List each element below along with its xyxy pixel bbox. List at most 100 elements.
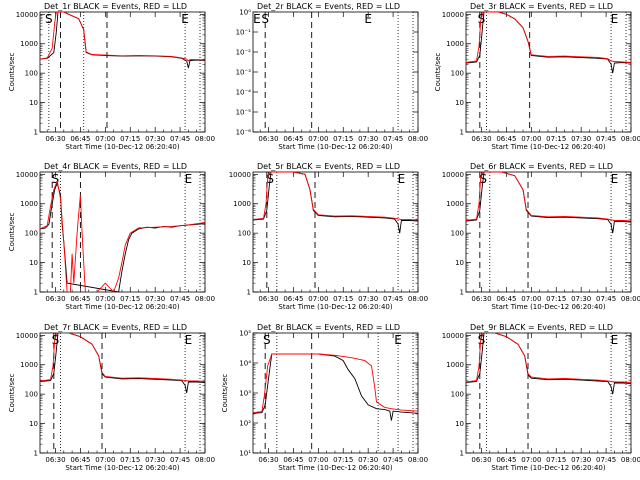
lld-series-line bbox=[466, 12, 631, 63]
panel-title: Det_7r BLACK = Events, RED = LLD bbox=[44, 323, 187, 332]
marker-s: S bbox=[263, 333, 271, 347]
x-tick-label: 06:30 bbox=[45, 135, 65, 143]
marker-e: E bbox=[611, 333, 619, 347]
marker-e: E bbox=[398, 172, 406, 186]
x-tick-label: 07:30 bbox=[571, 295, 591, 303]
x-tick-label: 08:00 bbox=[621, 456, 640, 464]
x-tick-label: 07:45 bbox=[383, 456, 403, 464]
x-tick-label: 07:15 bbox=[333, 135, 353, 143]
x-tick-label: 08:00 bbox=[195, 295, 215, 303]
x-axis-label: Start Time (10-Dec-12 06:20:40) bbox=[278, 303, 392, 311]
x-tick-label: 07:15 bbox=[546, 135, 566, 143]
y-tick-label: 10⁵ bbox=[239, 330, 251, 338]
lld-series-line bbox=[40, 333, 205, 382]
panel-title: Det_1r BLACK = Events, RED = LLD bbox=[44, 2, 187, 11]
y-tick-label: 10000 bbox=[16, 171, 38, 179]
x-tick-label: 07:15 bbox=[546, 456, 566, 464]
y-tick-label: 10⁻⁵ bbox=[236, 109, 252, 117]
x-tick-label: 06:30 bbox=[258, 456, 278, 464]
x-tick-label: 08:00 bbox=[621, 135, 640, 143]
x-axis-label: Start Time (10-Dec-12 06:20:40) bbox=[491, 464, 605, 472]
panel-det6: Det_6r BLACK = Events, RED = LLD 06:30 06:… bbox=[442, 162, 640, 311]
x-tick-label: 06:30 bbox=[45, 456, 65, 464]
panel-title: Det_4r BLACK = Events, RED = LLD bbox=[44, 162, 187, 171]
y-tick-label: 10⁴ bbox=[239, 360, 251, 368]
marker-s: S bbox=[261, 12, 269, 26]
x-tick-label: 07:45 bbox=[596, 135, 616, 143]
panel-title: Det_9r BLACK = Events, RED = LLD bbox=[470, 323, 613, 332]
plot-frame bbox=[252, 11, 419, 133]
panel-det5: Det_5r BLACK = Events, RED = LLD 06:30 06:… bbox=[229, 162, 428, 311]
x-axis-label: Start Time (10-Dec-12 06:20:40) bbox=[65, 464, 179, 472]
y-tick-label: 10 bbox=[455, 259, 464, 267]
plot-frame bbox=[39, 332, 206, 454]
y-tick-label: 100 bbox=[25, 70, 38, 78]
x-axis-label: Start Time (10-Dec-12 06:20:40) bbox=[65, 143, 179, 151]
x-tick-label: 08:00 bbox=[195, 135, 215, 143]
x-tick-label: 07:45 bbox=[596, 295, 616, 303]
y-tick-label: 10 bbox=[455, 99, 464, 107]
plot-frame bbox=[465, 171, 632, 293]
events-series-line bbox=[466, 333, 631, 395]
marker-e: E bbox=[185, 333, 193, 347]
x-tick-label: 06:45 bbox=[283, 135, 303, 143]
panel-title: Det_8r BLACK = Events, RED = LLD bbox=[257, 323, 400, 332]
y-tick-label: 10000 bbox=[229, 171, 251, 179]
x-tick-label: 08:00 bbox=[621, 295, 640, 303]
y-tick-label: 10⁻⁴ bbox=[236, 89, 252, 97]
x-tick-label: 07:00 bbox=[95, 135, 115, 143]
y-tick-label: 1 bbox=[460, 129, 464, 137]
y-tick-label: 1000 bbox=[446, 200, 464, 208]
y-tick-label: 10000 bbox=[442, 11, 464, 19]
y-axis-label: Counts/sec bbox=[221, 374, 229, 413]
x-tick-label: 07:15 bbox=[120, 295, 140, 303]
x-tick-label: 07:00 bbox=[521, 295, 541, 303]
x-tick-label: 07:15 bbox=[120, 135, 140, 143]
y-tick-label: 10² bbox=[239, 420, 251, 428]
y-tick-label: 1000 bbox=[233, 200, 251, 208]
y-tick-label: 100 bbox=[451, 230, 464, 238]
x-tick-label: 08:00 bbox=[408, 295, 428, 303]
x-tick-label: 08:00 bbox=[408, 135, 428, 143]
x-axis-label: Start Time (10-Dec-12 06:20:40) bbox=[491, 303, 605, 311]
x-tick-label: 07:30 bbox=[145, 456, 165, 464]
x-tick-label: 07:00 bbox=[95, 295, 115, 303]
panel-det9: Det_9r BLACK = Events, RED = LLD 06:30 06:… bbox=[442, 323, 640, 472]
marker-s: S bbox=[52, 172, 60, 186]
x-tick-label: 06:45 bbox=[283, 295, 303, 303]
x-tick-label: 06:45 bbox=[283, 456, 303, 464]
plot-frame bbox=[252, 171, 419, 293]
x-tick-label: 07:00 bbox=[308, 456, 328, 464]
y-tick-label: 100 bbox=[25, 391, 38, 399]
y-tick-label: 1 bbox=[34, 129, 38, 137]
events-series-line bbox=[253, 353, 418, 421]
events-series-line bbox=[40, 181, 205, 292]
x-tick-label: 06:30 bbox=[258, 295, 278, 303]
x-tick-label: 07:45 bbox=[170, 456, 190, 464]
x-tick-label: 06:45 bbox=[70, 456, 90, 464]
y-axis-label: Counts/sec bbox=[434, 53, 442, 92]
y-tick-label: 10000 bbox=[442, 332, 464, 340]
y-tick-label: 1 bbox=[460, 289, 464, 297]
y-tick-label: 1000 bbox=[20, 40, 38, 48]
marker-s: S bbox=[52, 333, 60, 347]
x-tick-label: 07:15 bbox=[333, 456, 353, 464]
panel-det1: Det_1r BLACK = Events, RED = LLD 06:30 06:… bbox=[8, 2, 215, 151]
lld-series-line bbox=[466, 172, 631, 222]
x-tick-label: 07:30 bbox=[358, 295, 378, 303]
lld-series-line bbox=[466, 333, 631, 383]
y-axis-label: Counts/sec bbox=[8, 53, 16, 92]
events-series-line bbox=[466, 12, 631, 74]
x-tick-label: 07:00 bbox=[308, 135, 328, 143]
y-tick-label: 10 bbox=[29, 259, 38, 267]
marker-e: E bbox=[181, 12, 189, 26]
x-axis-label: Start Time (10-Dec-12 06:20:40) bbox=[278, 143, 392, 151]
panel-title: Det_2r BLACK = Events, RED = LLD bbox=[257, 2, 400, 11]
lld-series-line bbox=[253, 353, 418, 414]
x-axis-label: Start Time (10-Dec-12 06:20:40) bbox=[491, 143, 605, 151]
y-tick-label: 10⁻⁶ bbox=[236, 129, 252, 137]
panel-det4: Det_4r BLACK = Events, RED = LLD 06:30 06:… bbox=[8, 162, 215, 311]
x-tick-label: 07:45 bbox=[170, 135, 190, 143]
x-tick-label: 08:00 bbox=[408, 456, 428, 464]
